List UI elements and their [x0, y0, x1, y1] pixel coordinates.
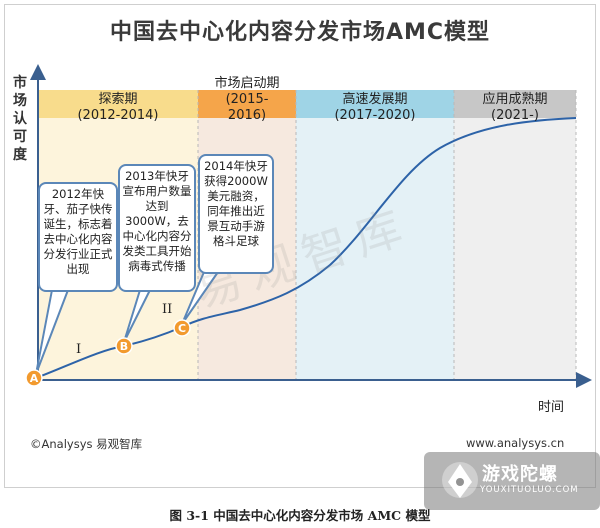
phase-label-mature: 应用成熟期 (2021-): [454, 92, 576, 124]
stage-label-i: I: [76, 342, 82, 357]
marker-a-letter: A: [30, 372, 39, 385]
phase-shade-growth: [296, 118, 454, 380]
figure-caption: 图 3-1 中国去中心化内容分发市场 AMC 模型: [169, 508, 431, 523]
phase-label-growth: 高速发展期 (2017-2020): [296, 92, 454, 124]
phase-name: 探索期: [98, 92, 138, 107]
phase-period: (2017-2020): [334, 108, 416, 123]
logo-badge: [424, 452, 600, 510]
logo-url: YOUXITUOLUO.COM: [480, 485, 579, 495]
y-axis-label-char: 度: [13, 147, 27, 163]
marker-b-letter: B: [120, 340, 128, 353]
phase-band-exploration: [38, 90, 198, 118]
source-url: www.analysys.cn: [466, 436, 565, 450]
marker-c: C: [173, 319, 191, 337]
marker-a: A: [25, 369, 43, 387]
phase-name: 市场启动期: [214, 76, 280, 91]
marker-c-letter: C: [178, 322, 186, 335]
y-axis-label-char: 场: [13, 93, 27, 109]
y-axis-label-char: 市: [13, 75, 27, 91]
phase-period: (2015-2016): [225, 92, 269, 123]
callout-2013: 2013年快牙宣布用户数量达到3000W，去中心化内容分发类工具开始病毒式传播: [118, 164, 196, 292]
phase-name: 高速发展期: [342, 92, 408, 107]
logo-name: 游戏陀螺: [482, 464, 558, 485]
spinning-top-icon: [442, 462, 478, 498]
callout-2012: 2012年快牙、茄子快传诞生，标志着去中心化内容分发行业正式出现: [38, 182, 118, 292]
stage-label-ii: II: [162, 302, 173, 317]
phase-period: (2021-): [491, 108, 539, 123]
phase-label-exploration: 探索期 (2012-2014): [38, 92, 198, 124]
callout-pointers: [35, 271, 219, 375]
phase-band-startup: [198, 90, 296, 118]
marker-b: B: [115, 337, 133, 355]
phase-label-startup: 市场启动期 (2015-2016): [198, 76, 296, 124]
phase-name: 应用成熟期: [482, 92, 548, 107]
phase-band-growth: [296, 90, 454, 118]
phase-period: (2012-2014): [77, 108, 159, 123]
x-axis-label: 时间: [538, 400, 565, 415]
callout-2014: 2014年快牙获得2000W美元融资，同年推出近景互动手游格斗足球: [198, 154, 274, 274]
chart-title: 中国去中心化内容分发市场AMC模型: [109, 20, 491, 45]
phase-shade-mature: [454, 118, 576, 380]
y-axis-label-char: 可: [13, 129, 27, 145]
source-credit: ©Analysys 易观智库: [30, 437, 143, 451]
y-axis-label-char: 认: [13, 111, 27, 127]
phase-band-mature: [454, 90, 576, 118]
